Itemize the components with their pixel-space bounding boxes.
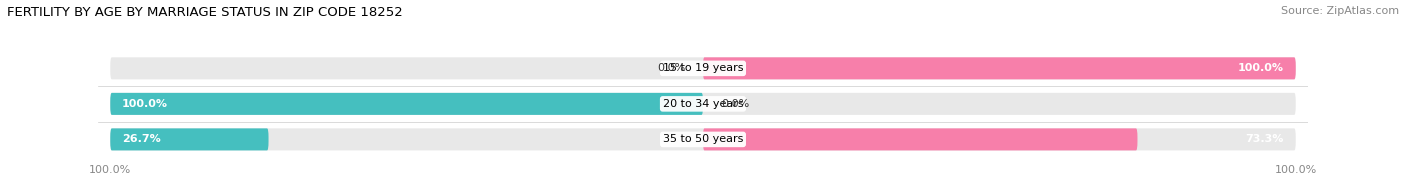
Text: 100.0%: 100.0% [122,99,169,109]
Text: 100.0%: 100.0% [1237,63,1284,73]
Text: Source: ZipAtlas.com: Source: ZipAtlas.com [1281,6,1399,16]
FancyBboxPatch shape [110,93,1296,115]
Text: 0.0%: 0.0% [721,99,749,109]
Text: 35 to 50 years: 35 to 50 years [662,134,744,144]
Text: 26.7%: 26.7% [122,134,160,144]
Text: 73.3%: 73.3% [1246,134,1284,144]
FancyBboxPatch shape [110,128,269,150]
FancyBboxPatch shape [703,128,1137,150]
Text: 0.0%: 0.0% [657,63,685,73]
FancyBboxPatch shape [110,93,703,115]
FancyBboxPatch shape [703,57,1296,79]
FancyBboxPatch shape [110,128,1296,150]
Text: 15 to 19 years: 15 to 19 years [662,63,744,73]
Text: FERTILITY BY AGE BY MARRIAGE STATUS IN ZIP CODE 18252: FERTILITY BY AGE BY MARRIAGE STATUS IN Z… [7,6,402,19]
Text: 20 to 34 years: 20 to 34 years [662,99,744,109]
Legend: Married, Unmarried: Married, Unmarried [628,191,778,196]
FancyBboxPatch shape [110,57,1296,79]
